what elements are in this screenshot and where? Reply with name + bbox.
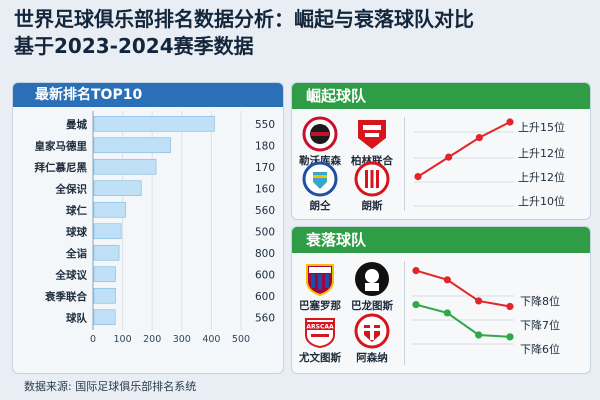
team-name: 朗斯 [361, 200, 383, 212]
category-label: 全保识 [55, 182, 88, 195]
x-tick-label: 500 [232, 334, 250, 345]
data-point [412, 267, 420, 275]
team-name: 勒沃库森 [299, 155, 341, 167]
value-label: 500 [255, 226, 275, 238]
divider [404, 117, 405, 211]
x-tick-label: 400 [202, 334, 220, 345]
trend-label: 下降8位 [520, 295, 560, 308]
top10-panel: 最新排名TOP10 0 100 200 300 400 500 曼城 550 皇家马德里 180 拜… [12, 82, 284, 374]
bar [93, 266, 116, 283]
data-point [445, 153, 453, 161]
union-berlin-badge-icon [354, 116, 390, 152]
team-card: 柏林联合 [346, 116, 398, 168]
data-point [506, 118, 514, 126]
bar [93, 223, 122, 240]
trend-label: 上升12位 [518, 147, 565, 160]
rising-header: 崛起球队 [292, 83, 590, 109]
divider [404, 261, 405, 365]
rangers-badge-icon [354, 161, 390, 197]
bar [93, 180, 142, 197]
data-point [412, 301, 420, 309]
leverkusen-badge-icon [302, 116, 338, 152]
value-label: 550 [255, 119, 275, 131]
data-point [475, 134, 483, 142]
category-label: 拜仁慕尼黑 [35, 161, 88, 174]
arsenal-badge-icon: ARSCAA [302, 313, 338, 349]
rising-trend-chart [414, 118, 514, 207]
value-label: 800 [255, 248, 275, 260]
team-card: 朗仝 [294, 161, 346, 213]
falling-panel: 衰落球队 巴塞罗那 巴龙图斯 ARSCAA 尤文图斯 阿森纳 下降8位 下降7位… [291, 226, 591, 374]
category-label: 皇家马德里 [35, 139, 88, 152]
team-name: 柏林联合 [351, 155, 393, 167]
value-label: 160 [255, 183, 275, 195]
trend-label: 下降6位 [520, 343, 560, 356]
x-tick-label: 300 [173, 334, 191, 345]
x-tick-label: 200 [143, 334, 161, 345]
bar [93, 309, 116, 326]
team-name: 尤文图斯 [299, 352, 341, 364]
trend-label: 下降7位 [520, 319, 560, 332]
team-name: 巴龙图斯 [351, 300, 393, 312]
team-card: 巴龙图斯 [346, 261, 398, 313]
barcelona-badge-icon [302, 261, 338, 297]
team-card: 朗斯 [346, 161, 398, 213]
value-label: 600 [255, 269, 275, 281]
category-label: 全球议 [55, 268, 88, 281]
x-tick-label: 0 [90, 334, 96, 345]
trend-label: 上升15位 [518, 121, 565, 134]
team-name: 朗仝 [309, 200, 331, 212]
category-label: 球队 [66, 311, 87, 324]
team-name: 阿森纳 [356, 352, 388, 364]
category-label: 全诣 [65, 247, 87, 260]
page-title: 世界足球俱乐部排名数据分析：崛起与衰落球队对比 基于2023-2024赛季数据 [14, 6, 589, 60]
team-card: 巴塞罗那 [294, 261, 346, 313]
juventus-badge-icon [354, 261, 390, 297]
data-point [475, 297, 483, 305]
title-line-1: 世界足球俱乐部排名数据分析：崛起与衰落球队对比 [14, 7, 474, 31]
category-label: 曼城 [66, 118, 87, 131]
team-card: 勒沃库森 [294, 116, 346, 168]
data-point [414, 173, 422, 181]
data-point [506, 333, 514, 341]
category-label: 衰季联合 [44, 290, 87, 303]
lens-badge-icon [302, 161, 338, 197]
top10-header: 最新排名TOP10 [13, 83, 283, 107]
team-card: ARSCAA 尤文图斯 [294, 313, 346, 365]
team-card: 阿森纳 [346, 313, 398, 365]
ac-milan-badge-icon [354, 313, 390, 349]
svg-text:ARSCAA: ARSCAA [306, 324, 334, 331]
rising-panel: 崛起球队 勒沃库森 柏林联合 朗仝 朗斯 上升15位 上升12位 上升12位 上… [291, 82, 591, 220]
bar [93, 115, 215, 132]
top10-bar-chart: 0 100 200 300 400 500 曼城 550 皇家马德里 180 拜仁慕尼黑 170 全保识… [35, 111, 275, 345]
title-line-2: 基于2023-2024赛季数据 [14, 34, 254, 58]
bar [93, 158, 157, 175]
category-label: 球仁 [66, 204, 87, 217]
falling-trend-chart [412, 267, 514, 345]
data-point [506, 302, 514, 311]
bar [93, 137, 171, 154]
value-label: 560 [255, 312, 275, 324]
data-point [443, 276, 451, 284]
value-label: 180 [255, 140, 275, 152]
value-label: 600 [255, 291, 275, 303]
bar [93, 244, 120, 261]
bar [93, 287, 116, 304]
value-label: 170 [255, 162, 275, 174]
category-label: 球球 [66, 225, 87, 238]
team-name: 巴塞罗那 [299, 300, 341, 312]
data-source: 数据来源: 国际足球俱乐部排名系统 [24, 380, 197, 393]
series-line [415, 303, 511, 338]
falling-header: 衰落球队 [292, 227, 590, 253]
trend-label: 上升12位 [518, 171, 565, 184]
bar [93, 201, 126, 218]
data-point [475, 331, 483, 339]
value-label: 560 [255, 205, 275, 217]
series-line [415, 269, 511, 308]
x-tick-label: 100 [114, 334, 132, 345]
series-line [417, 121, 511, 178]
trend-label: 上升10位 [518, 195, 565, 208]
data-point [443, 309, 451, 317]
